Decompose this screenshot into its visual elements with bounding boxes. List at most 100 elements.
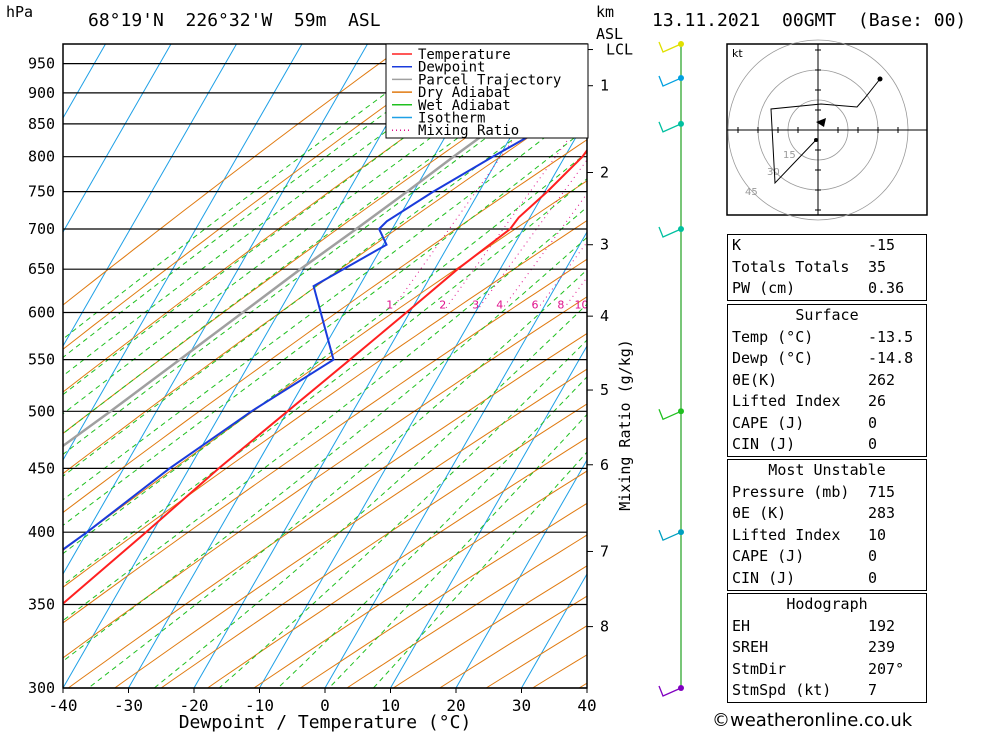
surface-table: Surface Temp (°C) -13.5 Dewp (°C) -14.8 θE… — [727, 304, 927, 457]
mixing-ratio-label: 4 — [496, 299, 503, 312]
sounding-datetime: 13.11.2021 00GMT (Base: 00) — [652, 10, 967, 31]
most-unstable-value: 0 — [868, 568, 878, 587]
mixing-ratio-axis-title: Mixing Ratio (g/kg) — [616, 339, 634, 511]
mixing-ratio-label: 10 — [574, 299, 588, 312]
surface-label: Dewp (°C) — [732, 349, 814, 367]
x-axis-title: Dewpoint / Temperature (°C) — [179, 712, 472, 733]
dry-adiabat-line — [63, 258, 587, 624]
height-unit-km: km — [596, 3, 615, 21]
dewpoint-line — [63, 44, 587, 551]
km-tick-label: 6 — [600, 456, 609, 474]
most-unstable-label: Lifted Index — [732, 525, 841, 544]
most-unstable-value: 715 — [868, 482, 896, 501]
dry-adiabat-line — [300, 502, 587, 688]
indices-table: K -15 Totals Totals 35 PW (cm) 0.36 — [727, 234, 927, 301]
surface-value: 262 — [868, 370, 896, 389]
most-unstable-label: CAPE (J) — [732, 547, 805, 565]
surface-row: Dewp (°C) -14.8 — [728, 348, 926, 370]
x-tick-label: -10 — [245, 696, 274, 715]
surface-label: CAPE (J) — [732, 413, 805, 432]
hodograph-table: Hodograph EH 192 SREH 239 StmDir 207° StmSp… — [727, 593, 927, 703]
index-row: K -15 — [728, 235, 926, 257]
wet-adiabat-line — [218, 339, 587, 688]
km-tick-label: 2 — [600, 163, 609, 181]
lcl-label: LCL — [606, 41, 633, 59]
km-tick-label: 1 — [600, 77, 609, 95]
dry-adiabat-line — [63, 139, 587, 514]
dry-adiabat-line — [160, 403, 587, 688]
legend-label: Dry Adiabat — [418, 85, 511, 101]
pressure-tick-label: 600 — [28, 304, 55, 322]
isotherm-line — [521, 572, 587, 688]
hodograph-ring-label: 15 — [783, 150, 796, 161]
hodograph-value: 207° — [868, 659, 905, 678]
dry-adiabat-line — [63, 44, 407, 306]
surface-label: CIN (J) — [732, 435, 796, 453]
most-unstable-value: 0 — [868, 547, 878, 565]
legend-label: Wet Adiabat — [418, 98, 511, 114]
most-unstable-value: 10 — [868, 525, 887, 544]
hodograph-row: StmDir 207° — [728, 659, 926, 681]
hodograph-title: Hodograph — [786, 595, 868, 613]
legend-label: Isotherm — [418, 111, 485, 127]
hodograph-row: EH 192 — [728, 616, 926, 638]
storm-motion-marker — [816, 118, 826, 127]
surface-value: -13.5 — [868, 327, 914, 346]
index-row: PW (cm) 0.36 — [728, 278, 926, 300]
km-tick-label: 4 — [600, 307, 609, 325]
isotherm-line — [63, 44, 172, 233]
surface-row: CAPE (J) 0 — [728, 413, 926, 435]
most-unstable-row: CIN (J) 0 — [728, 568, 926, 590]
wind-barb — [658, 41, 682, 53]
dry-adiabat-line — [63, 44, 537, 393]
mixing-ratio-label: 20 — [641, 299, 655, 312]
hodograph-label: SREH — [732, 638, 769, 656]
surface-value: 26 — [868, 392, 887, 410]
hodograph-label: StmSpd (kt) — [732, 681, 832, 699]
hodograph-ring-label: 45 — [745, 187, 758, 198]
mixing-ratio-line — [478, 159, 587, 309]
most-unstable-value: 283 — [868, 504, 896, 522]
index-value: 35 — [868, 257, 887, 276]
mixing-ratio-label: 1 — [386, 299, 393, 312]
most-unstable-label: CIN (J) — [732, 568, 796, 587]
pressure-tick-label: 350 — [28, 595, 55, 613]
dry-adiabat-line — [63, 44, 472, 350]
isotherm-line — [259, 116, 587, 688]
legend-label: Mixing Ratio — [418, 123, 519, 139]
legend-label: Dewpoint — [418, 60, 485, 76]
dry-adiabat-line — [207, 437, 587, 688]
hodograph-ring-label: 30 — [767, 167, 780, 178]
x-tick-label: 10 — [381, 696, 400, 715]
hodograph-row: StmSpd (kt) 7 — [728, 680, 926, 702]
most-unstable-label: θE (K) — [732, 504, 787, 522]
pressure-tick-label: 700 — [28, 220, 55, 238]
index-row: Totals Totals 35 — [728, 257, 926, 279]
most-unstable-row: Pressure (mb) 715 — [728, 482, 926, 504]
isotherm-line — [193, 44, 565, 688]
surface-value: 0 — [868, 413, 878, 432]
index-label: Totals Totals — [732, 257, 850, 276]
surface-title: Surface — [795, 306, 859, 324]
x-tick-label: -20 — [180, 696, 209, 715]
surface-label: Lifted Index — [732, 392, 841, 410]
isotherm-line — [63, 44, 434, 688]
pressure-tick-label: 450 — [28, 459, 55, 477]
surface-value: -14.8 — [868, 349, 914, 367]
dry-adiabat-line — [68, 332, 587, 688]
mixing-ratio-label: 16 — [619, 299, 633, 312]
dry-adiabat-line — [63, 296, 587, 659]
temperature-line — [63, 148, 587, 605]
mixing-ratio-label: 6 — [531, 299, 538, 312]
index-value: -15 — [868, 236, 896, 254]
hodograph-value: 239 — [868, 638, 896, 656]
isotherm-line — [63, 44, 237, 347]
surface-row: θE(K) 262 — [728, 370, 926, 392]
most-unstable-row: CAPE (J) 0 — [728, 546, 926, 568]
x-tick-label: -40 — [49, 696, 78, 715]
most-unstable-row: Lifted Index 10 — [728, 525, 926, 547]
km-tick-label: 8 — [600, 618, 609, 636]
isotherm-line — [455, 458, 587, 688]
hodograph-start-point — [814, 138, 818, 142]
